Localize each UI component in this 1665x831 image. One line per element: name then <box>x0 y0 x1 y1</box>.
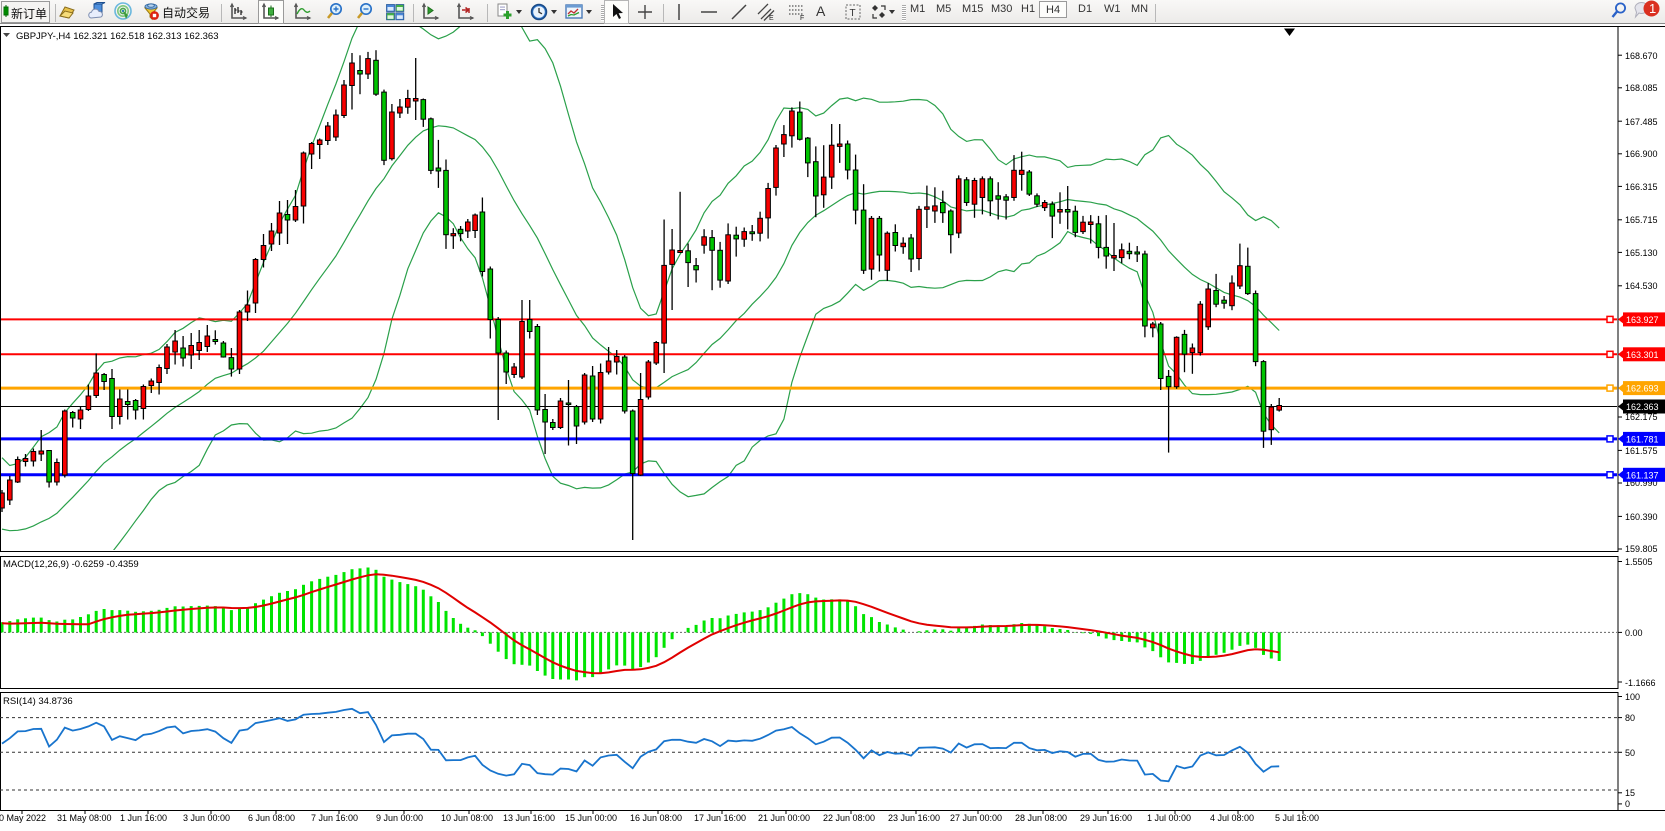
svg-text:17 Jun 16:00: 17 Jun 16:00 <box>694 813 746 823</box>
svg-text:27 Jun 00:00: 27 Jun 00:00 <box>950 813 1002 823</box>
svg-text:15 Jun 00:00: 15 Jun 00:00 <box>565 813 617 823</box>
svg-text:9 Jun 00:00: 9 Jun 00:00 <box>376 813 423 823</box>
svg-text:28 Jun 08:00: 28 Jun 08:00 <box>1015 813 1067 823</box>
svg-text:13 Jun 16:00: 13 Jun 16:00 <box>503 813 555 823</box>
svg-text:1 Jun 16:00: 1 Jun 16:00 <box>120 813 167 823</box>
svg-text:162.363: 162.363 <box>1626 402 1659 412</box>
svg-text:29 Jun 16:00: 29 Jun 16:00 <box>1080 813 1132 823</box>
svg-text:-1.1666: -1.1666 <box>1625 678 1656 688</box>
svg-text:T: T <box>850 8 856 19</box>
svg-text:165.715: 165.715 <box>1625 215 1658 225</box>
svg-text:30 May 2022: 30 May 2022 <box>0 813 46 823</box>
svg-text:164.530: 164.530 <box>1625 281 1658 291</box>
svg-text:3 Jun 00:00: 3 Jun 00:00 <box>183 813 230 823</box>
svg-text:1: 1 <box>1649 1 1656 16</box>
svg-text:21 Jun 00:00: 21 Jun 00:00 <box>758 813 810 823</box>
svg-text:168.670: 168.670 <box>1625 51 1658 61</box>
svg-text:E: E <box>769 15 774 22</box>
svg-text:166.315: 166.315 <box>1625 182 1658 192</box>
svg-text:1 Jul 00:00: 1 Jul 00:00 <box>1147 813 1191 823</box>
svg-text:7 Jun 16:00: 7 Jun 16:00 <box>311 813 358 823</box>
svg-text:166.900: 166.900 <box>1625 149 1658 159</box>
svg-text:167.485: 167.485 <box>1625 117 1658 127</box>
svg-text:15: 15 <box>1625 788 1635 798</box>
svg-text:162.175: 162.175 <box>1625 412 1658 422</box>
svg-text:10 Jun 08:00: 10 Jun 08:00 <box>441 813 493 823</box>
svg-text:168.085: 168.085 <box>1625 83 1658 93</box>
svg-text:159.805: 159.805 <box>1625 544 1658 554</box>
svg-text:RSI(14) 34.8736: RSI(14) 34.8736 <box>3 696 73 707</box>
svg-text:4 Jul 08:00: 4 Jul 08:00 <box>1210 813 1254 823</box>
svg-text:161.575: 161.575 <box>1625 446 1658 456</box>
svg-text:0.00: 0.00 <box>1625 628 1643 638</box>
svg-text:F: F <box>800 15 804 22</box>
svg-text:GBPJPY-,H4 162.321 162.518 16: GBPJPY-,H4 162.321 162.518 162.313 162.3… <box>16 31 218 42</box>
svg-text:31 May 08:00: 31 May 08:00 <box>57 813 112 823</box>
svg-text:100: 100 <box>1625 692 1640 702</box>
svg-text:160.990: 160.990 <box>1625 478 1658 488</box>
svg-text:162.693: 162.693 <box>1626 384 1659 394</box>
svg-text:MACD(12,26,9) -0.6259 -0.4359: MACD(12,26,9) -0.6259 -0.4359 <box>3 559 139 570</box>
svg-text:6 Jun 08:00: 6 Jun 08:00 <box>248 813 295 823</box>
svg-text:22 Jun 08:00: 22 Jun 08:00 <box>823 813 875 823</box>
svg-text:80: 80 <box>1625 713 1635 723</box>
svg-text:163.927: 163.927 <box>1626 315 1659 325</box>
svg-text:5 Jul 16:00: 5 Jul 16:00 <box>1275 813 1319 823</box>
svg-text:1.5505: 1.5505 <box>1625 557 1653 567</box>
svg-text:50: 50 <box>1625 748 1635 758</box>
svg-text:0: 0 <box>1625 799 1630 809</box>
svg-text:16 Jun 08:00: 16 Jun 08:00 <box>630 813 682 823</box>
svg-text:165.130: 165.130 <box>1625 248 1658 258</box>
svg-text:161.137: 161.137 <box>1626 470 1659 480</box>
svg-text:23 Jun 16:00: 23 Jun 16:00 <box>888 813 940 823</box>
svg-text:161.781: 161.781 <box>1626 434 1659 444</box>
svg-text:163.301: 163.301 <box>1626 350 1659 360</box>
svg-text:160.390: 160.390 <box>1625 512 1658 522</box>
